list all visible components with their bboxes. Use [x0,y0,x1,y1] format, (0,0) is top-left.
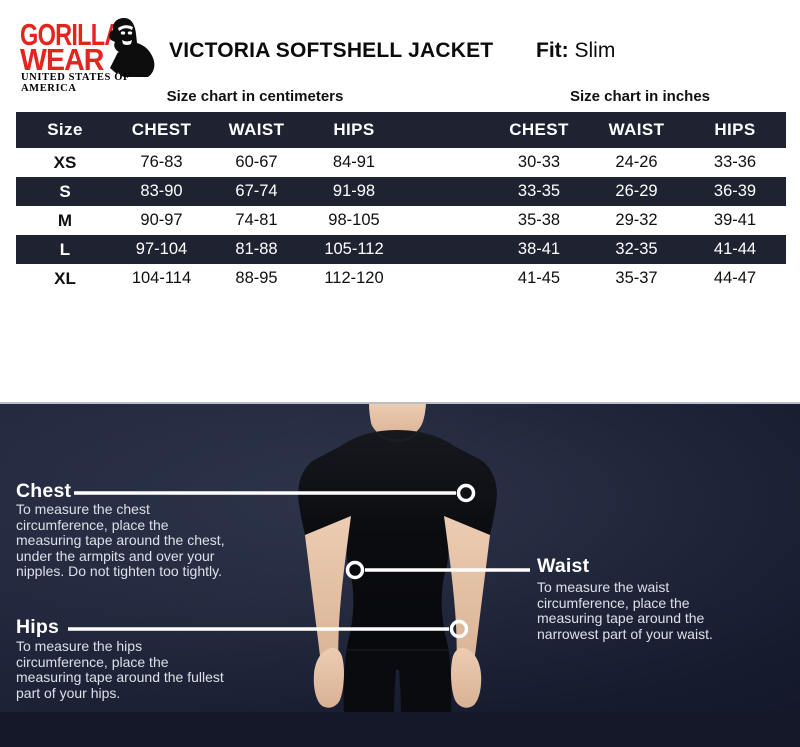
logo-tagline: UNITED STATES OF AMERICA [21,72,130,94]
size-chart-header-row: Size CHEST WAIST HIPS CHEST WAIST HIPS [16,112,786,148]
figure-left-arm [305,516,351,672]
waist-description: To measure the waist circumference, plac… [537,579,713,642]
value-cell: 76-83 [140,153,183,171]
figure-right-arm [444,516,490,672]
value-cell: 74-81 [235,211,278,229]
waist-pointer-ring [345,560,365,580]
size-cell: L [59,239,71,259]
in-chart-caption: Size chart in inches [569,88,711,105]
col-header-chest-in: CHEST [509,120,569,139]
value-cell: 88-95 [235,269,278,287]
figure-left-hand [313,647,344,708]
value-cell: 35-37 [615,269,658,287]
value-cell: 91-98 [332,182,376,200]
gorilla-wear-logo: GORILLA WEAR UNITED STATES OF AMERICA [20,16,170,94]
size-cell: S [59,181,71,201]
value-cell: 104-114 [131,269,192,287]
value-cell: 97-104 [135,240,188,258]
hips-description: To measure the hips circumference, place… [16,638,224,701]
col-header-chest-cm: CHEST [131,120,192,139]
size-cell: XL [54,268,76,288]
value-cell: 98-105 [328,211,380,229]
fit-label: Fit: [536,39,569,62]
value-cell: 36-39 [713,182,757,200]
value-cell: 112-120 [324,269,384,287]
value-cell: 33-35 [517,182,561,200]
value-cell: 35-38 [517,211,561,229]
col-header-hips-cm: HIPS [333,120,375,139]
value-cell: 81-88 [235,240,278,258]
value-cell: 33-36 [713,153,757,171]
logo-word-wear: WEAR [20,42,104,77]
figure-neck [369,404,426,439]
fit-info: Fit: Slim [536,39,615,63]
value-cell: 41-45 [517,269,561,287]
measurement-guide-section: Chest To measure the chest circumference… [0,402,800,747]
value-cell: 60-67 [235,153,278,171]
value-cell: 39-41 [713,211,757,229]
hips-label: Hips [16,616,60,638]
model-figure-illustration [68,404,530,714]
size-chart-table: Size CHEST WAIST HIPS CHEST WAIST HIPS X… [16,112,786,293]
value-cell: 67-74 [235,182,278,200]
col-header-waist-in: WAIST [608,120,665,139]
value-cell: 24-26 [615,153,658,171]
value-cell: 44-47 [713,269,757,287]
value-cell: 83-90 [140,182,183,200]
value-cell: 30-33 [517,153,561,171]
col-header-size: Size [47,120,83,139]
size-row-xl: XL 104-114 88-95 112-120 41-45 35-37 44-47 [16,264,786,293]
figure-right-hand [451,647,482,708]
size-row-l: L 97-104 81-88 105-112 38-41 32-35 41-44 [16,235,786,264]
size-cell: M [57,210,73,230]
value-cell: 90-97 [140,211,183,229]
value-cell: 41-44 [713,240,757,258]
size-cell: XS [53,152,77,172]
waist-label: Waist [537,555,590,577]
value-cell: 32-35 [615,240,658,258]
chest-label: Chest [16,480,72,502]
cm-chart-caption: Size chart in centimeters [166,88,344,105]
value-cell: 29-32 [615,211,658,229]
value-cell: 38-41 [517,240,561,258]
logo-word-gorilla: GORILLA [20,17,121,52]
bottom-strip [0,712,800,747]
page-title: VICTORIA SOFTSHELL JACKET [169,39,494,62]
figure-leggings [343,647,452,714]
figure-tshirt [298,430,497,647]
value-cell: 26-29 [615,182,658,200]
col-header-hips-in: HIPS [714,120,756,139]
chest-description: To measure the chest circumference, plac… [16,501,225,579]
size-row-xs: XS 76-83 60-67 84-91 30-33 24-26 33-36 [16,148,786,177]
col-header-waist-cm: WAIST [228,120,285,139]
fit-value: Slim [574,39,616,62]
gorilla-icon [100,16,158,83]
value-cell: 84-91 [332,153,376,171]
chest-pointer-ring [456,483,476,503]
hips-pointer-ring [449,619,469,639]
size-row-m: M 90-97 74-81 98-105 35-38 29-32 39-41 [16,206,786,235]
value-cell: 105-112 [324,240,384,258]
size-row-s: S 83-90 67-74 91-98 33-35 26-29 36-39 [16,177,786,206]
